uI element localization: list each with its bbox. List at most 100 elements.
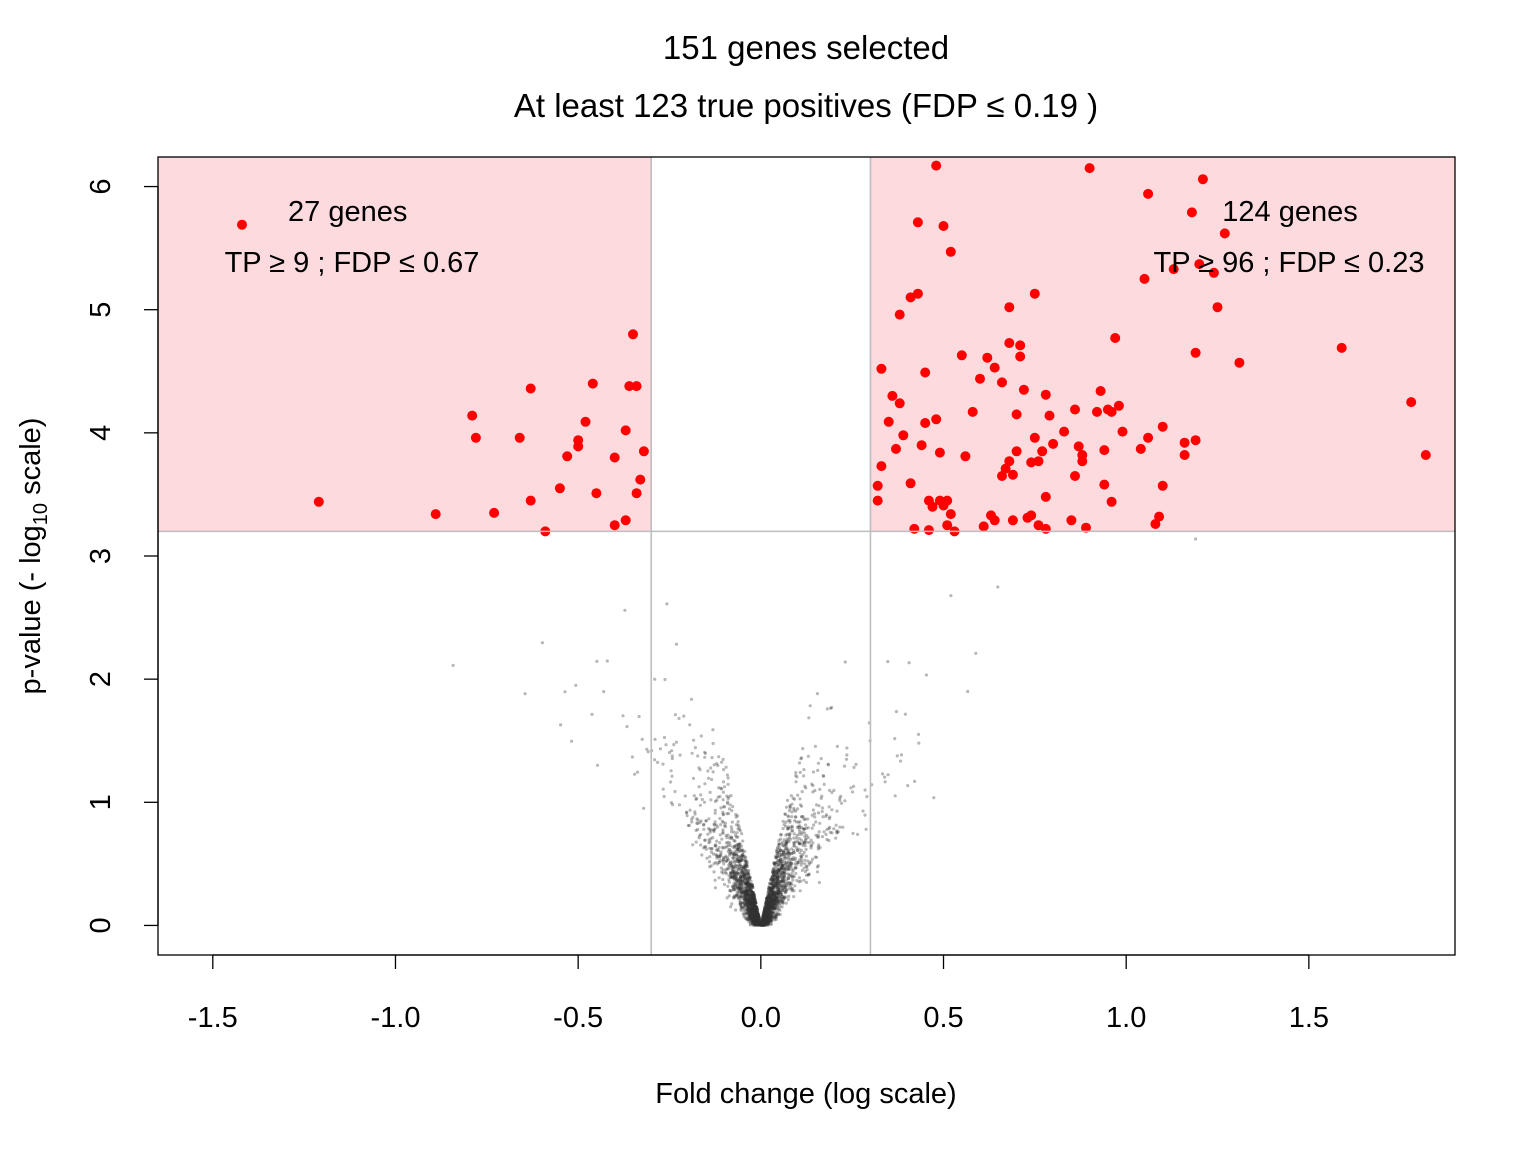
background-point [753,918,757,922]
background-point [798,889,802,893]
background-point [774,905,778,909]
background-point [757,917,761,921]
background-point [779,873,783,877]
background-point [780,875,785,879]
background-point [717,876,721,880]
background-point [788,881,792,885]
background-point [785,841,789,845]
background-point [782,879,786,884]
background-point [752,918,756,923]
background-point [745,897,749,902]
background-point [809,838,813,842]
background-point [748,914,752,919]
background-point [737,863,741,867]
background-point [724,854,728,858]
selected-gene-point [525,383,536,394]
background-point [899,759,903,763]
background-point [810,843,814,847]
background-point [753,919,757,923]
background-point [756,918,760,923]
background-point [807,872,811,876]
background-point [766,918,770,922]
background-point [721,813,726,817]
background-point [749,913,754,917]
background-point [744,887,748,891]
background-point [761,911,766,915]
background-point [761,919,766,924]
background-point [771,886,775,890]
background-point [763,922,767,927]
background-point [778,860,783,864]
background-point [685,811,689,815]
background-point [763,921,767,926]
background-point [745,911,749,915]
background-point [748,900,752,904]
background-point [777,912,781,916]
background-point [775,855,779,859]
background-point [750,910,754,914]
background-point [763,920,768,925]
background-point [804,880,809,885]
background-point [732,870,736,875]
background-point [750,910,755,915]
background-point [570,739,574,743]
background-point [696,821,700,826]
background-point [746,900,750,904]
background-point [750,899,754,904]
background-point [827,838,831,843]
background-point [779,852,784,856]
background-point [776,871,781,875]
background-point [753,911,757,915]
background-point [735,877,739,881]
background-point [762,918,766,922]
background-point [804,786,808,790]
background-point [756,922,760,927]
background-point [752,904,756,908]
background-point [750,919,754,924]
background-point [745,890,749,894]
background-point [747,909,751,914]
background-point [805,865,809,869]
background-point [773,895,777,899]
background-point [745,898,750,902]
selected-gene-point [989,362,1000,373]
background-point [793,884,797,888]
background-point [754,921,758,925]
background-point [753,917,757,921]
background-point [721,859,725,863]
background-point [670,754,674,758]
background-point [755,908,760,912]
background-point [708,855,712,859]
background-point [773,899,777,903]
x-axis: -1.5 -1.0 -0.5 0.0 0.5 1.0 1.5 [188,954,1329,1034]
background-point [764,918,768,922]
background-point [770,907,774,911]
selected-gene-point [1040,491,1051,502]
background-point [737,866,741,870]
background-point [758,920,762,924]
background-point [761,922,765,927]
background-point [779,872,783,876]
background-point [776,862,780,867]
background-point [721,790,726,794]
background-point [774,861,778,865]
background-point [752,901,757,905]
background-point [735,871,740,875]
background-point [770,913,774,918]
background-point [721,858,725,862]
background-point [763,913,767,917]
background-point [688,808,692,812]
background-point [750,902,754,907]
background-point [726,800,730,804]
background-point [762,921,766,926]
background-point [715,762,719,766]
background-point [749,889,754,893]
background-point [792,844,796,848]
background-point [745,902,749,906]
background-point [754,923,758,927]
background-point [724,824,728,829]
background-point [744,859,748,863]
background-point [735,843,739,847]
y-axis-label-end: scale) [15,418,47,503]
background-point [738,882,742,886]
